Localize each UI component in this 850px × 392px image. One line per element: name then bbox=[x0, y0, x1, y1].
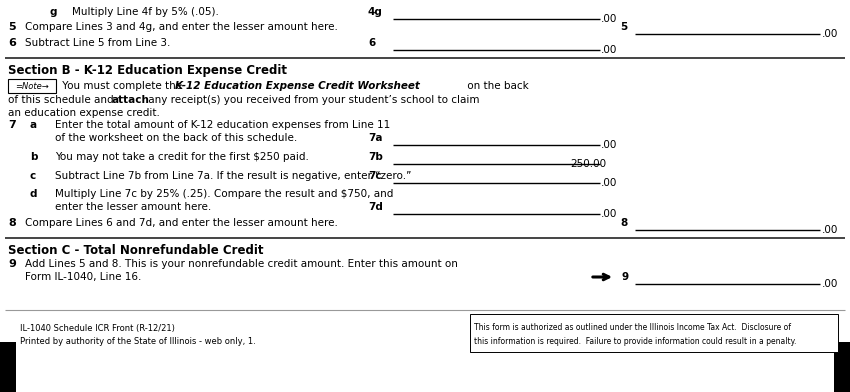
Text: Add Lines 5 and 8. This is your nonrefundable credit amount. Enter this amount o: Add Lines 5 and 8. This is your nonrefun… bbox=[25, 259, 458, 269]
Text: 4g: 4g bbox=[368, 7, 382, 17]
Text: this information is required.  Failure to provide information could result in a : this information is required. Failure to… bbox=[474, 336, 796, 345]
Text: c: c bbox=[30, 171, 37, 181]
Text: Multiply Line 4f by 5% (.05).: Multiply Line 4f by 5% (.05). bbox=[72, 7, 218, 17]
Text: attach: attach bbox=[112, 95, 150, 105]
Text: 6: 6 bbox=[8, 38, 16, 48]
Text: 7: 7 bbox=[8, 120, 16, 130]
Text: IL-1040 Schedule ICR Front (R-12/21): IL-1040 Schedule ICR Front (R-12/21) bbox=[20, 323, 175, 332]
Text: =Note→: =Note→ bbox=[15, 82, 48, 91]
Text: .00: .00 bbox=[601, 178, 617, 188]
Text: K-12 Education Expense Credit Worksheet: K-12 Education Expense Credit Worksheet bbox=[175, 81, 420, 91]
Text: .00: .00 bbox=[601, 45, 617, 55]
Text: Printed by authority of the State of Illinois - web only, 1.: Printed by authority of the State of Ill… bbox=[20, 336, 256, 345]
Text: Compare Lines 3 and 4g, and enter the lesser amount here.: Compare Lines 3 and 4g, and enter the le… bbox=[25, 22, 337, 32]
Text: Compare Lines 6 and 7d, and enter the lesser amount here.: Compare Lines 6 and 7d, and enter the le… bbox=[25, 218, 337, 228]
Text: .00: .00 bbox=[601, 140, 617, 150]
Text: .00: .00 bbox=[822, 279, 838, 289]
Text: 5: 5 bbox=[8, 22, 15, 32]
Text: 250.00: 250.00 bbox=[570, 159, 606, 169]
Text: .00: .00 bbox=[822, 29, 838, 39]
Text: a: a bbox=[30, 120, 37, 130]
Text: .00: .00 bbox=[601, 209, 617, 219]
Text: b: b bbox=[30, 152, 37, 162]
Text: You may not take a credit for the first $250 paid.: You may not take a credit for the first … bbox=[55, 152, 309, 162]
Text: an education expense credit.: an education expense credit. bbox=[8, 108, 160, 118]
Text: 9: 9 bbox=[622, 272, 629, 282]
Text: Multiply Line 7c by 25% (.25). Compare the result and $750, and: Multiply Line 7c by 25% (.25). Compare t… bbox=[55, 189, 394, 199]
Text: Section C - Total Nonrefundable Credit: Section C - Total Nonrefundable Credit bbox=[8, 243, 264, 256]
Text: You must complete the: You must complete the bbox=[59, 81, 185, 91]
Text: Enter the total amount of K-12 education expenses from Line 11: Enter the total amount of K-12 education… bbox=[55, 120, 390, 130]
Text: 8: 8 bbox=[620, 218, 627, 228]
Text: 7d: 7d bbox=[368, 202, 382, 212]
Text: Section B - K-12 Education Expense Credit: Section B - K-12 Education Expense Credi… bbox=[8, 64, 287, 76]
Bar bbox=[470, 314, 838, 352]
Text: enter the lesser amount here.: enter the lesser amount here. bbox=[55, 202, 212, 212]
Text: 7c: 7c bbox=[368, 171, 382, 181]
Text: on the back: on the back bbox=[464, 81, 529, 91]
Text: g: g bbox=[50, 7, 58, 17]
Bar bbox=[0, 342, 16, 392]
Bar bbox=[834, 342, 850, 392]
Text: .00: .00 bbox=[601, 14, 617, 24]
Text: 8: 8 bbox=[8, 218, 16, 228]
Text: 6: 6 bbox=[368, 38, 375, 48]
Text: 5: 5 bbox=[620, 22, 627, 32]
Text: of this schedule and: of this schedule and bbox=[8, 95, 116, 105]
Text: d: d bbox=[30, 189, 37, 199]
Text: Form IL-1040, Line 16.: Form IL-1040, Line 16. bbox=[25, 272, 141, 282]
Text: any receipt(s) you received from your student’s school to claim: any receipt(s) you received from your st… bbox=[145, 95, 479, 105]
Text: of the worksheet on the back of this schedule.: of the worksheet on the back of this sch… bbox=[55, 133, 298, 143]
Text: 9: 9 bbox=[8, 259, 16, 269]
Text: Subtract Line 7b from Line 7a. If the result is negative, enter “zero.”: Subtract Line 7b from Line 7a. If the re… bbox=[55, 171, 411, 181]
Text: Subtract Line 5 from Line 3.: Subtract Line 5 from Line 3. bbox=[25, 38, 170, 48]
Bar bbox=[8, 79, 56, 93]
Text: This form is authorized as outlined under the Illinois Income Tax Act.  Disclosu: This form is authorized as outlined unde… bbox=[474, 323, 791, 332]
Text: .00: .00 bbox=[822, 225, 838, 235]
Text: 7b: 7b bbox=[368, 152, 382, 162]
Text: 7a: 7a bbox=[368, 133, 382, 143]
